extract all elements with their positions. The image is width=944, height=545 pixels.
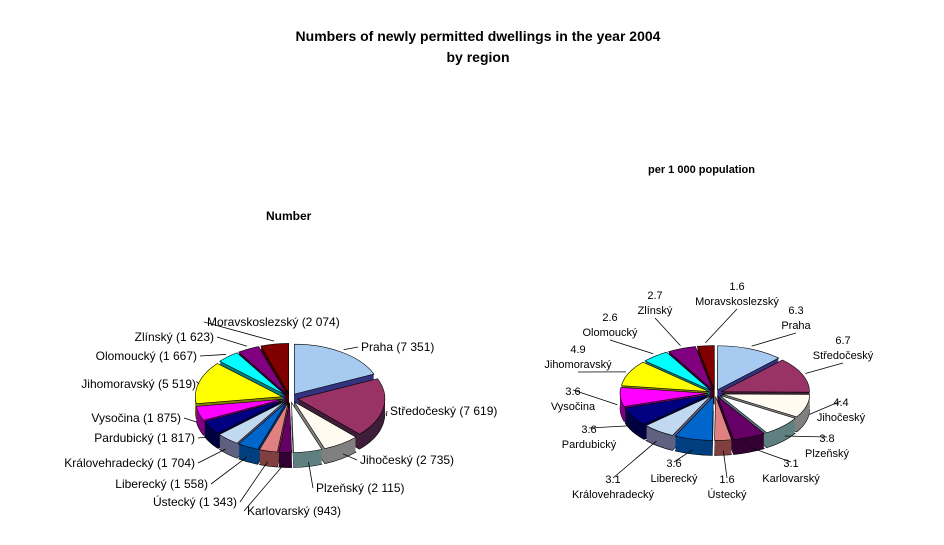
leader-line [673, 449, 693, 463]
data-label: Královehradecký (1 704) [64, 456, 195, 470]
leader-line [612, 440, 657, 479]
pie-slice-plzeňský [291, 401, 323, 468]
leader-line [784, 435, 828, 438]
value-label: 3.1 [605, 474, 620, 486]
leader-line [705, 308, 738, 344]
value-label: 6.3 [788, 305, 803, 317]
leader-line [197, 448, 226, 464]
value-label: 2.6 [602, 312, 617, 324]
left-chart-title: Number [266, 209, 312, 223]
leader-line [197, 436, 209, 439]
category-label: Liberecký [650, 473, 698, 485]
pie-slice-praha [294, 343, 375, 410]
leader-line [243, 462, 286, 512]
category-label: Karlovarský [762, 473, 820, 485]
value-label: 3.6 [565, 386, 580, 398]
pie-slice-liberecký [238, 401, 287, 465]
category-label: Jihočeský [817, 412, 866, 424]
data-label: Zlínský (1 623) [135, 330, 214, 344]
leader-line [722, 450, 728, 479]
category-label: Olomoucký [582, 327, 638, 339]
leader-line [183, 417, 197, 423]
leader-line [195, 381, 200, 385]
right-chart-title: per 1 000 population [648, 164, 755, 176]
leader-line [210, 456, 247, 485]
data-label: Liberecký (1 558) [115, 477, 208, 491]
category-label: Zlínský [638, 305, 673, 317]
value-label: 3.6 [581, 424, 596, 436]
leader-line [343, 346, 359, 351]
leader-line [199, 354, 226, 357]
leader-line [203, 321, 275, 342]
category-label: Praha [781, 320, 811, 332]
pie-slice-ústecký [714, 396, 732, 456]
pie-slice-karlovarský [278, 402, 292, 468]
category-label: Královehradecký [572, 489, 654, 501]
data-label: Karlovarský (943) [247, 504, 341, 518]
value-label: 3.1 [783, 458, 798, 470]
data-label: Olomoucký (1 667) [96, 349, 197, 363]
pie-slice-jihočeský [294, 401, 357, 465]
category-label: Moravskoslezský [695, 296, 779, 308]
leader-line [572, 389, 618, 406]
leader-line [216, 336, 248, 347]
chart-subtitle: by region [446, 49, 510, 65]
pie-slice-liberecký [674, 395, 714, 456]
leader-line [308, 461, 314, 489]
leader-line [809, 400, 842, 415]
leader-line [239, 461, 268, 503]
category-label: Pardubický [562, 439, 617, 451]
leader-line [750, 447, 792, 463]
value-label: 1.6 [719, 474, 734, 486]
pie-slice-středočeský [297, 378, 386, 450]
value-label: 6.7 [835, 335, 850, 347]
value-label: 1.6 [729, 281, 744, 293]
leader-line [385, 410, 388, 417]
leader-line [805, 362, 844, 374]
chart-title: Numbers of newly permitted dwellings in … [295, 28, 661, 44]
leader-line [588, 425, 631, 429]
category-label: Plzeňský [805, 448, 850, 460]
data-label: Jihočeský (2 735) [360, 453, 454, 467]
leader-line [751, 332, 797, 347]
data-label: Jihomoravský (5 519) [81, 377, 196, 391]
data-label: Praha (7 351) [361, 340, 434, 354]
category-label: Vysočina [551, 401, 596, 413]
data-label: Plzeňský (2 115) [316, 481, 404, 495]
value-label: 3.6 [666, 458, 681, 470]
data-label: Středočeský (7 619) [390, 404, 497, 418]
category-label: Ústecký [707, 488, 747, 501]
value-label: 4.4 [833, 397, 848, 409]
value-label: 3.8 [819, 433, 834, 445]
category-label: Jihomoravský [544, 359, 612, 371]
leader-line [342, 453, 358, 461]
leader-line [654, 317, 681, 346]
pie-slice-ústecký [259, 402, 289, 468]
pie-slice-karlovarský [716, 395, 765, 455]
leader-line [609, 339, 654, 355]
pie-slice-jihomoravský [195, 363, 284, 420]
value-label: 2.7 [647, 290, 662, 302]
data-label: Pardubický (1 817) [94, 431, 195, 445]
data-label: Ústecký (1 343) [153, 494, 237, 509]
data-label: Moravskoslezský (2 074) [207, 315, 340, 329]
category-label: Středočeský [813, 350, 874, 362]
value-label: 4.9 [570, 344, 585, 356]
data-label: Vysočina (1 875) [91, 411, 181, 425]
